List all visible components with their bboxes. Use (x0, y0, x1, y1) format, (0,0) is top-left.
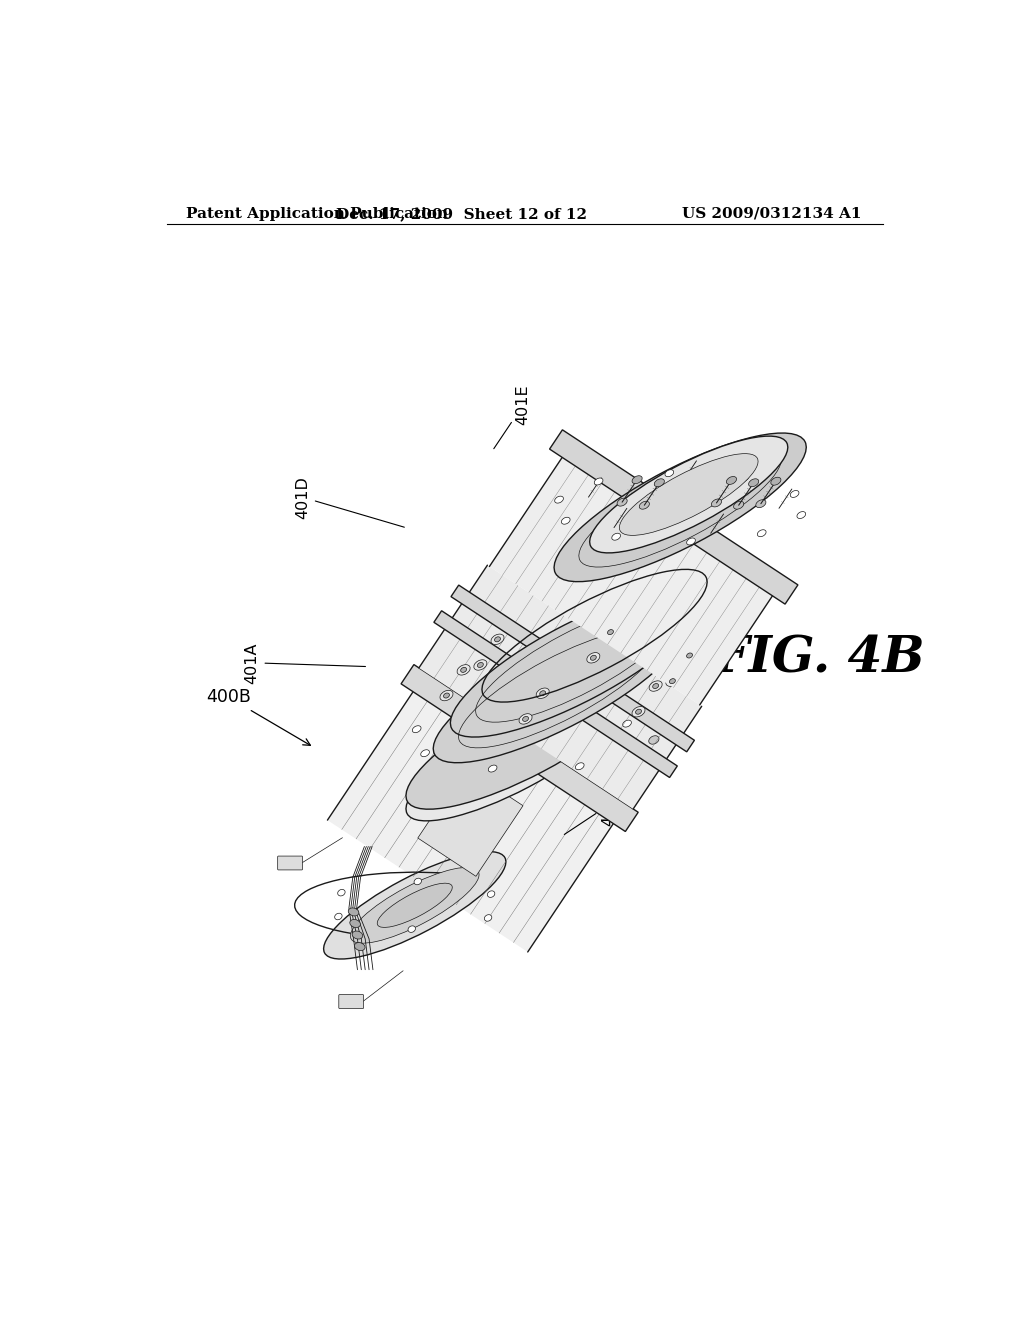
Text: Dec. 17, 2009  Sheet 12 of 12: Dec. 17, 2009 Sheet 12 of 12 (336, 207, 587, 220)
Ellipse shape (758, 529, 766, 537)
Ellipse shape (587, 652, 600, 663)
Ellipse shape (555, 705, 564, 711)
FancyBboxPatch shape (278, 857, 302, 870)
FancyBboxPatch shape (339, 995, 364, 1008)
Ellipse shape (440, 690, 453, 701)
Ellipse shape (335, 913, 342, 920)
Text: 469S: 469S (560, 693, 600, 734)
Polygon shape (489, 457, 772, 705)
Ellipse shape (639, 502, 649, 510)
Ellipse shape (620, 454, 758, 536)
Polygon shape (328, 692, 613, 952)
Polygon shape (451, 585, 694, 752)
Ellipse shape (590, 436, 787, 553)
Ellipse shape (686, 653, 692, 657)
Ellipse shape (408, 925, 416, 932)
Ellipse shape (352, 931, 362, 939)
Polygon shape (418, 767, 523, 876)
Ellipse shape (338, 890, 345, 896)
Ellipse shape (350, 920, 360, 928)
Ellipse shape (636, 709, 641, 714)
Text: Patent Application Publication: Patent Application Publication (186, 207, 449, 220)
Ellipse shape (522, 717, 528, 722)
Ellipse shape (488, 766, 497, 772)
Ellipse shape (561, 517, 570, 524)
Ellipse shape (683, 651, 696, 661)
Ellipse shape (348, 908, 358, 916)
Ellipse shape (451, 589, 702, 737)
Ellipse shape (652, 684, 658, 689)
Ellipse shape (623, 721, 632, 727)
Ellipse shape (406, 694, 621, 821)
Ellipse shape (490, 634, 504, 644)
Ellipse shape (771, 478, 781, 486)
Ellipse shape (414, 878, 422, 884)
Ellipse shape (739, 474, 749, 482)
Ellipse shape (575, 763, 584, 770)
Ellipse shape (519, 714, 532, 725)
Ellipse shape (350, 867, 479, 944)
Ellipse shape (654, 479, 665, 487)
Ellipse shape (540, 690, 546, 696)
Ellipse shape (537, 688, 549, 698)
Polygon shape (550, 430, 798, 605)
Ellipse shape (354, 942, 366, 950)
Ellipse shape (649, 735, 659, 744)
Ellipse shape (594, 478, 603, 484)
Text: FIG. 4B: FIG. 4B (713, 635, 925, 684)
Ellipse shape (749, 479, 759, 487)
Ellipse shape (632, 706, 645, 717)
Ellipse shape (461, 668, 467, 672)
Ellipse shape (413, 726, 421, 733)
Ellipse shape (406, 668, 646, 809)
Ellipse shape (797, 512, 806, 519)
Ellipse shape (554, 433, 806, 582)
Ellipse shape (631, 744, 640, 751)
Text: 400B: 400B (206, 689, 310, 746)
Ellipse shape (474, 660, 486, 671)
Text: 401D: 401D (295, 475, 404, 527)
Ellipse shape (666, 676, 679, 686)
Ellipse shape (591, 655, 596, 660)
Ellipse shape (687, 539, 695, 545)
Ellipse shape (665, 470, 674, 477)
Ellipse shape (484, 915, 492, 921)
Text: 401E: 401E (494, 384, 530, 449)
Text: 401A: 401A (245, 642, 366, 684)
Ellipse shape (726, 477, 736, 484)
Ellipse shape (733, 502, 743, 510)
Ellipse shape (604, 627, 617, 638)
Ellipse shape (555, 496, 563, 503)
Ellipse shape (433, 614, 686, 763)
Text: US 2009/0312134 A1: US 2009/0312134 A1 (682, 207, 861, 220)
Ellipse shape (443, 693, 450, 698)
Polygon shape (434, 611, 677, 777)
Ellipse shape (487, 891, 495, 898)
Text: 407A: 407A (564, 784, 616, 834)
Ellipse shape (611, 533, 621, 540)
Ellipse shape (468, 708, 477, 714)
Polygon shape (401, 664, 638, 832)
Ellipse shape (756, 500, 766, 508)
Ellipse shape (617, 498, 627, 506)
Ellipse shape (324, 851, 506, 960)
Ellipse shape (377, 883, 453, 928)
Polygon shape (419, 565, 701, 809)
Text: 401M: 401M (557, 459, 616, 511)
Ellipse shape (670, 678, 676, 684)
Ellipse shape (421, 750, 429, 756)
Ellipse shape (712, 499, 722, 507)
Ellipse shape (495, 636, 501, 642)
Ellipse shape (791, 491, 799, 498)
Ellipse shape (477, 663, 483, 668)
Ellipse shape (632, 475, 642, 483)
Ellipse shape (649, 681, 663, 692)
Ellipse shape (457, 665, 470, 675)
Ellipse shape (607, 630, 613, 635)
